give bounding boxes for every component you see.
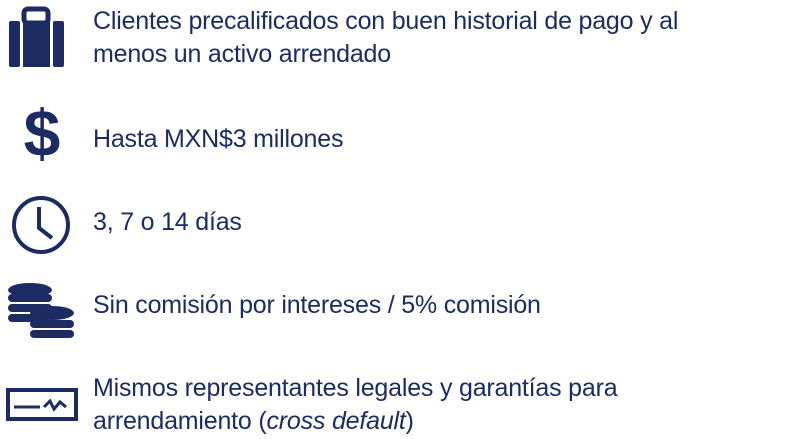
text: arrendamiento ( [93, 407, 267, 435]
text-line: Hasta MXN$3 millones [93, 125, 344, 153]
item-text: Clientes precalificados con buen histori… [93, 5, 678, 71]
italic-text: cross default [266, 407, 406, 435]
svg-text:$: $ [24, 98, 61, 168]
text-line: Sin comisión por intereses / 5% comisión [93, 291, 541, 319]
text-line: Clientes precalificados con buen histori… [93, 7, 679, 35]
item-text: Sin comisión por intereses / 5% comisión [93, 289, 541, 322]
text-line: menos un activo arrendado [93, 40, 391, 68]
dollar-icon: $ [24, 98, 61, 168]
text-line: arrendamiento (cross default) [93, 405, 617, 438]
item-text: Mismos representantes legales y garantía… [93, 372, 618, 438]
coins-icon [8, 283, 74, 338]
text-line: Mismos representantes legales y garantía… [93, 374, 618, 402]
briefcase-icon [9, 6, 64, 67]
clock-icon [12, 196, 70, 254]
item-text: 3, 7 o 14 días [93, 206, 242, 239]
check-icon [6, 388, 78, 421]
item-text: Hasta MXN$3 millones [93, 123, 343, 156]
text-line: 3, 7 o 14 días [93, 208, 242, 236]
text: ) [405, 407, 414, 435]
